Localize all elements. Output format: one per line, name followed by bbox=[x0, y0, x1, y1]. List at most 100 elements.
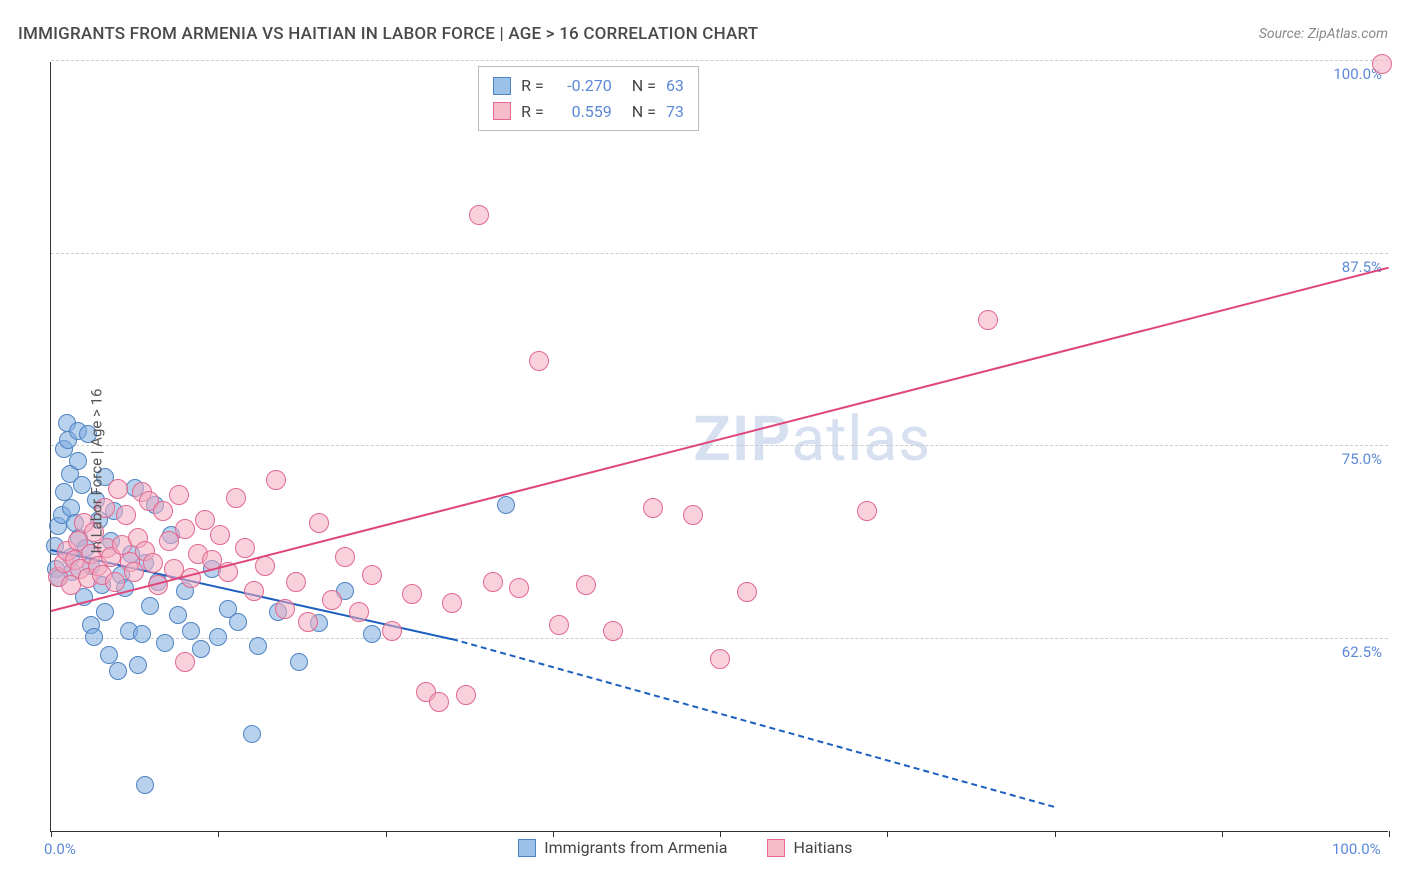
x-tick bbox=[553, 831, 554, 837]
data-point-haitians bbox=[286, 572, 306, 592]
legend-series-item: Haitians bbox=[767, 838, 852, 857]
gridline bbox=[51, 60, 1388, 61]
data-point-armenia bbox=[136, 776, 154, 794]
data-point-haitians bbox=[275, 599, 295, 619]
x-tick-label: 0.0% bbox=[44, 840, 76, 858]
data-point-haitians bbox=[402, 584, 422, 604]
data-point-haitians bbox=[529, 351, 549, 371]
legend-correlation-row: R = -0.270 N = 63 bbox=[493, 73, 684, 99]
data-point-haitians bbox=[469, 205, 489, 225]
x-tick bbox=[1055, 831, 1056, 837]
data-point-haitians bbox=[335, 547, 355, 567]
data-point-haitians bbox=[643, 498, 663, 518]
gridline bbox=[51, 638, 1388, 639]
data-point-haitians bbox=[1372, 54, 1392, 74]
data-point-armenia bbox=[209, 628, 227, 646]
data-point-haitians bbox=[105, 572, 125, 592]
data-point-haitians bbox=[116, 505, 136, 525]
legend-correlation-row: R = 0.559 N = 73 bbox=[493, 99, 684, 125]
data-point-armenia bbox=[141, 597, 159, 615]
gridline bbox=[51, 253, 1388, 254]
data-point-haitians bbox=[235, 538, 255, 558]
data-point-haitians bbox=[509, 578, 529, 598]
data-point-haitians bbox=[175, 652, 195, 672]
data-point-haitians bbox=[710, 649, 730, 669]
data-point-haitians bbox=[210, 525, 230, 545]
data-point-haitians bbox=[429, 692, 449, 712]
legend-swatch bbox=[518, 839, 536, 857]
scatter-plot: ZIPatlas 62.5%75.0%87.5%100.0% bbox=[50, 62, 1388, 832]
data-point-armenia bbox=[243, 725, 261, 743]
data-point-haitians bbox=[255, 556, 275, 576]
trend-line-haitians bbox=[51, 267, 1389, 612]
data-point-haitians bbox=[382, 621, 402, 641]
data-point-armenia bbox=[129, 656, 147, 674]
data-point-haitians bbox=[549, 615, 569, 635]
legend-r-value: -0.270 bbox=[554, 73, 612, 99]
data-point-armenia bbox=[85, 628, 103, 646]
data-point-haitians bbox=[322, 590, 342, 610]
gridline bbox=[51, 445, 1388, 446]
data-point-haitians bbox=[857, 501, 877, 521]
data-point-armenia bbox=[156, 634, 174, 652]
data-point-haitians bbox=[244, 581, 264, 601]
legend-n-value: 63 bbox=[666, 73, 684, 99]
data-point-haitians bbox=[175, 519, 195, 539]
data-point-haitians bbox=[108, 479, 128, 499]
data-point-haitians bbox=[978, 310, 998, 330]
data-point-armenia bbox=[249, 637, 267, 655]
legend-r-label: R = bbox=[521, 73, 544, 99]
y-tick-label: 75.0% bbox=[1342, 450, 1382, 468]
x-tick bbox=[51, 831, 52, 837]
legend-series-label: Haitians bbox=[793, 838, 852, 857]
data-point-armenia bbox=[169, 606, 187, 624]
trend-line-armenia-extrapolated bbox=[452, 638, 1055, 808]
data-point-armenia bbox=[133, 625, 151, 643]
data-point-haitians bbox=[298, 612, 318, 632]
data-point-armenia bbox=[290, 653, 308, 671]
data-point-armenia bbox=[109, 662, 127, 680]
legend-swatch bbox=[493, 102, 511, 120]
data-point-armenia bbox=[192, 640, 210, 658]
legend-n-label: N = bbox=[632, 73, 656, 99]
y-axis-label: In Labor Force | Age > 16 bbox=[87, 389, 105, 554]
data-point-armenia bbox=[497, 496, 515, 514]
data-point-haitians bbox=[362, 565, 382, 585]
data-point-haitians bbox=[683, 505, 703, 525]
legend-series-item: Immigrants from Armenia bbox=[518, 838, 727, 857]
data-point-armenia bbox=[96, 603, 114, 621]
legend-n-value: 73 bbox=[666, 99, 684, 125]
correlation-legend: R = -0.270 N = 63 R = 0.559 N = 73 bbox=[478, 66, 699, 131]
x-tick bbox=[218, 831, 219, 837]
x-tick bbox=[720, 831, 721, 837]
data-point-haitians bbox=[309, 513, 329, 533]
data-point-haitians bbox=[483, 572, 503, 592]
legend-r-label: R = bbox=[521, 99, 544, 125]
data-point-haitians bbox=[143, 553, 163, 573]
data-point-armenia bbox=[229, 613, 247, 631]
legend-series-label: Immigrants from Armenia bbox=[544, 838, 727, 857]
x-tick bbox=[1389, 831, 1390, 837]
y-tick-label: 62.5% bbox=[1342, 643, 1382, 661]
data-point-haitians bbox=[442, 593, 462, 613]
data-point-haitians bbox=[737, 582, 757, 602]
x-tick bbox=[887, 831, 888, 837]
source-label: Source: ZipAtlas.com bbox=[1259, 26, 1388, 42]
data-point-haitians bbox=[226, 488, 246, 508]
legend-n-label: N = bbox=[632, 99, 656, 125]
data-point-haitians bbox=[576, 575, 596, 595]
data-point-haitians bbox=[153, 501, 173, 521]
chart-title: IMMIGRANTS FROM ARMENIA VS HAITIAN IN LA… bbox=[18, 24, 758, 44]
data-point-haitians bbox=[603, 621, 623, 641]
x-tick bbox=[1222, 831, 1223, 837]
data-point-haitians bbox=[169, 485, 189, 505]
data-point-haitians bbox=[266, 470, 286, 490]
legend-r-value: 0.559 bbox=[554, 99, 612, 125]
series-legend: Immigrants from Armenia Haitians bbox=[518, 838, 852, 857]
data-point-haitians bbox=[456, 685, 476, 705]
x-tick bbox=[386, 831, 387, 837]
data-point-armenia bbox=[69, 452, 87, 470]
watermark-zip: ZIP bbox=[693, 403, 791, 476]
legend-swatch bbox=[767, 839, 785, 857]
legend-swatch bbox=[493, 77, 511, 95]
